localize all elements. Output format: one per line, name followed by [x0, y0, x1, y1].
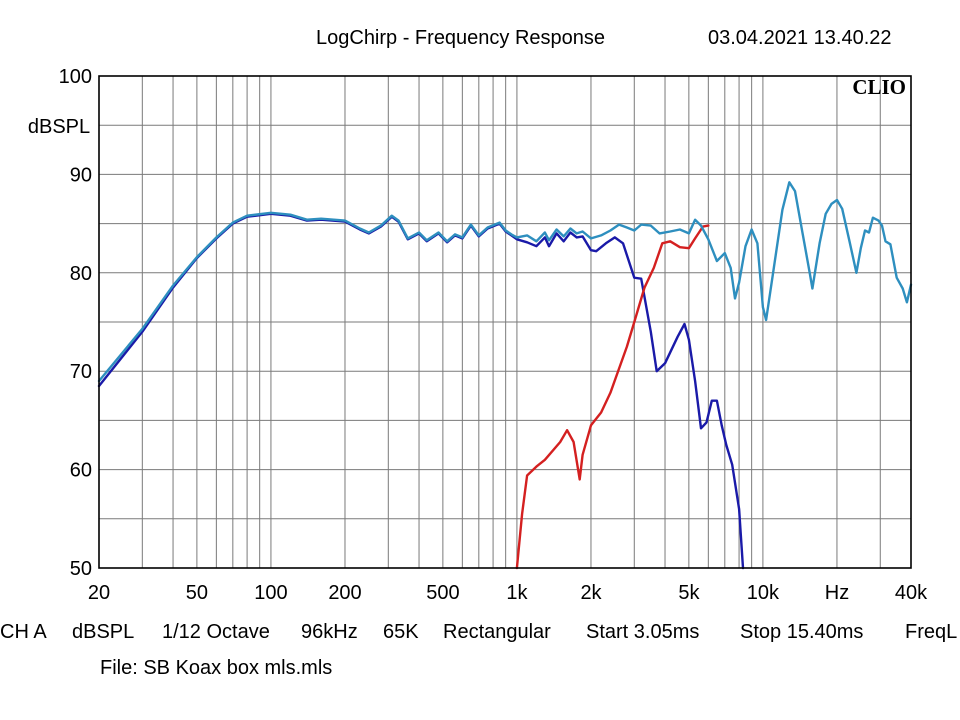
brand-logo: CLIO: [852, 75, 906, 99]
status-window: Rectangular: [443, 621, 551, 643]
x-tick-label: 5k: [678, 582, 700, 600]
curve-series-3: [97, 181, 913, 383]
grid: [99, 76, 911, 568]
x-tick-label: 100: [254, 582, 287, 600]
curves: [97, 181, 913, 570]
status-unit: dBSPL: [72, 621, 135, 643]
status-mode: FreqL: [905, 621, 958, 643]
x-tick-label: 40k: [895, 582, 928, 600]
plot-frame: [98, 75, 912, 569]
x-tick-labels: 20 50 100 200 500 1k 2k 5k 10k Hz 40k: [88, 582, 928, 600]
y-tick-label: 100: [59, 66, 92, 88]
status-sample-rate: 96kHz: [301, 621, 358, 643]
frequency-response-chart: dBSPL CLIO 100 90 80 70 60 50 20 50 100 200 500 1k…: [28, 66, 928, 600]
x-tick-label: Hz: [825, 582, 849, 600]
x-tick-label: 50: [186, 582, 208, 600]
curve-series-2: [515, 224, 710, 570]
file-name: File: SB Koax box mls.mls: [100, 657, 333, 679]
y-tick-label: 60: [70, 460, 92, 482]
status-start: Start 3.05ms: [586, 621, 700, 643]
timestamp: 03.04.2021 13.40.22: [708, 27, 892, 49]
status-stop: Stop 15.40ms: [740, 621, 864, 643]
x-tick-label: 200: [328, 582, 361, 600]
x-tick-label: 1k: [506, 582, 528, 600]
x-tick-label: 20: [88, 582, 110, 600]
status-channel: CH A: [0, 621, 47, 643]
y-tick-label: 50: [70, 558, 92, 580]
curve-series-1: [97, 212, 745, 570]
x-tick-label: 10k: [747, 582, 780, 600]
chart-title: LogChirp - Frequency Response: [316, 27, 606, 49]
x-tick-label: 2k: [580, 582, 602, 600]
status-size: 65K: [383, 621, 419, 643]
x-tick-label: 500: [426, 582, 459, 600]
y-axis-unit-label: dBSPL: [28, 116, 90, 138]
status-smoothing: 1/12 Octave: [162, 621, 270, 643]
y-tick-label: 70: [70, 361, 92, 383]
y-tick-label: 80: [70, 263, 92, 285]
y-tick-label: 90: [70, 164, 92, 186]
y-tick-labels: 100 90 80 70 60 50: [59, 66, 92, 580]
